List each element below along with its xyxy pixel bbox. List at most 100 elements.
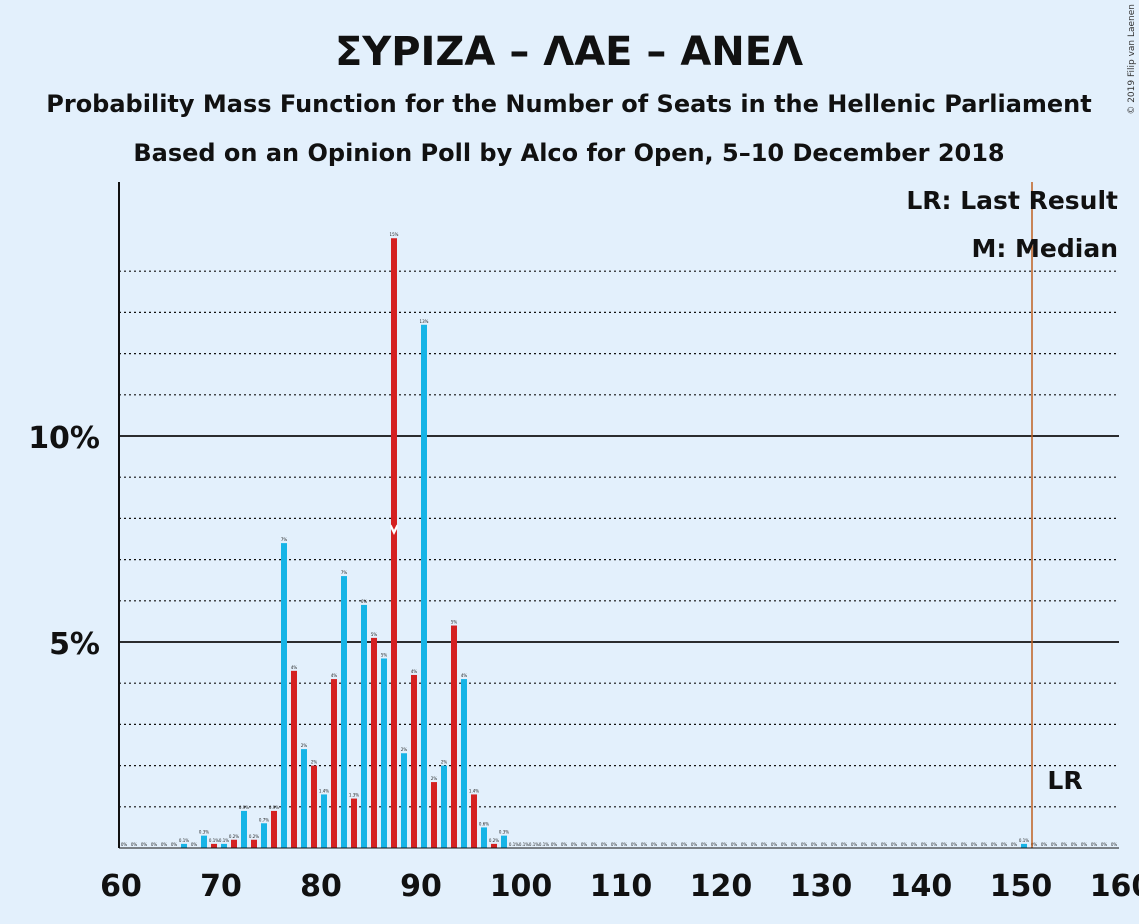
bar-label-149: 0% xyxy=(1011,842,1018,847)
bar-95 xyxy=(471,794,477,848)
bar-label-138: 0% xyxy=(901,842,908,847)
bar-label-104: 0% xyxy=(561,842,568,847)
bar-label-155: 0% xyxy=(1071,842,1078,847)
bar-label-110: 0% xyxy=(621,842,628,847)
x-tick-120: 120 xyxy=(690,869,753,904)
bar-75 xyxy=(271,810,277,848)
bar-84 xyxy=(361,604,367,848)
bar-87 xyxy=(391,238,397,849)
bar-label-148: 0% xyxy=(1001,842,1008,847)
bar-98 xyxy=(501,835,507,848)
bar-label-78: 2% xyxy=(301,743,308,748)
bar-label-60: 0% xyxy=(121,842,128,847)
bar-label-79: 2% xyxy=(311,760,318,765)
bar-label-82: 7% xyxy=(341,570,348,575)
bar-label-74: 0.7% xyxy=(259,817,269,822)
chart-title: ΣΥΡΙΖΑ – ΛΑΕ – ΑΝΕΛ xyxy=(335,29,803,75)
bar-label-63: 0% xyxy=(151,842,158,847)
bar-66 xyxy=(181,843,187,848)
x-tick-140: 140 xyxy=(890,869,953,904)
bar-label-95: 1.4% xyxy=(469,788,479,793)
bar-label-143: 0% xyxy=(951,842,958,847)
bar-81 xyxy=(331,679,337,848)
bar-label-159: 0% xyxy=(1111,842,1118,847)
bar-label-91: 2% xyxy=(431,776,438,781)
bar-71 xyxy=(231,839,237,848)
bar-label-152: 0% xyxy=(1041,842,1048,847)
bar-97 xyxy=(491,843,497,848)
bar-label-128: 0% xyxy=(801,842,808,847)
bar-label-89: 4% xyxy=(411,669,418,674)
y-tick-10: 10% xyxy=(28,421,100,456)
bar-label-106: 0% xyxy=(581,842,588,847)
bar-86 xyxy=(381,658,387,848)
x-tick-60: 60 xyxy=(100,869,142,904)
bars xyxy=(181,238,1027,849)
x-tick-labels: 60 70 80 90 100 110 120 130 140 150 160 xyxy=(100,869,1139,904)
bar-82 xyxy=(341,576,347,848)
chart-subtitle-2: Based on an Opinion Poll by Alco for Ope… xyxy=(133,139,1004,167)
bar-label-103: 0% xyxy=(551,842,558,847)
bar-label-145: 0% xyxy=(971,842,978,847)
bar-label-116: 0% xyxy=(681,842,688,847)
bar-label-92: 2% xyxy=(441,760,448,765)
bar-label-147: 0% xyxy=(991,842,998,847)
bar-label-151: 0% xyxy=(1031,842,1038,847)
bar-label-119: 0% xyxy=(711,842,718,847)
bar-label-111: 0% xyxy=(631,842,638,847)
bar-label-94: 4% xyxy=(461,673,468,678)
bar-68 xyxy=(201,835,207,848)
x-tick-150: 150 xyxy=(990,869,1053,904)
bar-label-72: 0.9% xyxy=(239,805,249,810)
bar-90 xyxy=(421,324,427,848)
bar-74 xyxy=(261,823,267,848)
chart-subtitle-1: Probability Mass Function for the Number… xyxy=(46,90,1091,118)
bar-label-135: 0% xyxy=(871,842,878,847)
bar-label-141: 0% xyxy=(931,842,938,847)
bar-label-142: 0% xyxy=(941,842,948,847)
bar-label-137: 0% xyxy=(891,842,898,847)
bar-92 xyxy=(441,765,447,848)
bar-label-102: 0.1% xyxy=(539,842,549,847)
bar-label-122: 0% xyxy=(741,842,748,847)
bar-label-108: 0% xyxy=(601,842,608,847)
bar-label-140: 0% xyxy=(921,842,928,847)
bar-70 xyxy=(221,843,227,848)
bar-69 xyxy=(211,843,217,848)
bar-label-133: 0% xyxy=(851,842,858,847)
bar-label-109: 0% xyxy=(611,842,618,847)
bar-label-84: 6% xyxy=(361,599,368,604)
bar-label-88: 2% xyxy=(401,747,408,752)
bar-label-101: 0.1% xyxy=(529,842,539,847)
bar-label-114: 0% xyxy=(661,842,668,847)
bar-label-129: 0% xyxy=(811,842,818,847)
bar-label-115: 0% xyxy=(671,842,678,847)
bar-label-73: 0.2% xyxy=(249,834,259,839)
bar-83 xyxy=(351,798,357,848)
bar-label-150: 0.1% xyxy=(1019,838,1029,843)
bar-label-80: 1.4% xyxy=(319,788,329,793)
bar-label-99: 0.1% xyxy=(509,842,519,847)
bar-label-156: 0% xyxy=(1081,842,1088,847)
bar-label-70: 0.1% xyxy=(219,838,229,843)
bar-label-113: 0% xyxy=(651,842,658,847)
bar-label-120: 0% xyxy=(721,842,728,847)
x-tick-110: 110 xyxy=(590,869,653,904)
bar-label-76: 7% xyxy=(281,537,288,542)
lr-marker-label: LR xyxy=(1047,766,1082,795)
bar-73 xyxy=(251,839,257,848)
bar-label-127: 0% xyxy=(791,842,798,847)
bar-label-118: 0% xyxy=(701,842,708,847)
bar-label-67: 0% xyxy=(191,842,198,847)
bar-label-153: 0% xyxy=(1051,842,1058,847)
bar-label-107: 0% xyxy=(591,842,598,847)
bar-label-132: 0% xyxy=(841,842,848,847)
bar-value-labels: 0% 0% 0% 0% 0% 0%0.1%0%0.3%0.1% 0.1%0.2%0.9%0.… xyxy=(121,232,1118,847)
bar-label-105: 0% xyxy=(571,842,578,847)
gridlines xyxy=(119,270,1119,808)
bar-label-83: 1.3% xyxy=(349,793,359,798)
x-tick-160: 160 xyxy=(1090,869,1139,904)
bar-89 xyxy=(411,674,417,848)
bar-label-134: 0% xyxy=(861,842,868,847)
